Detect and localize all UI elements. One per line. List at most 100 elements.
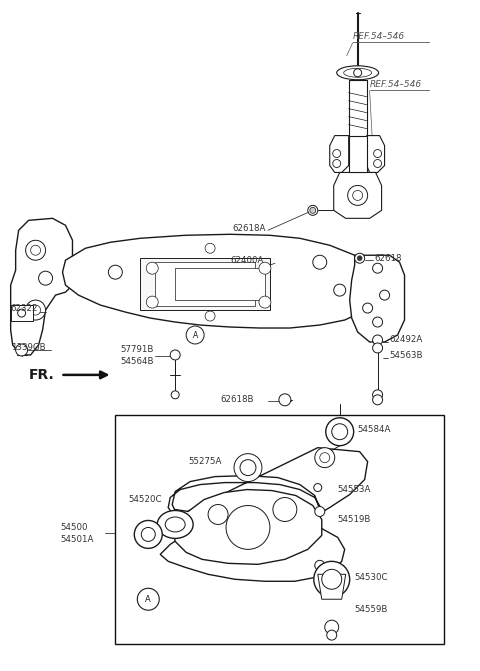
Text: 54553A: 54553A <box>338 485 371 494</box>
Circle shape <box>31 305 41 315</box>
Circle shape <box>31 246 41 255</box>
Circle shape <box>146 262 158 274</box>
Polygon shape <box>334 172 382 218</box>
Circle shape <box>372 263 383 273</box>
Ellipse shape <box>165 517 185 532</box>
Text: 54584A: 54584A <box>358 425 391 434</box>
Circle shape <box>171 391 179 399</box>
Circle shape <box>134 521 162 548</box>
Circle shape <box>25 300 46 320</box>
Text: 57791B: 57791B <box>120 346 154 354</box>
Text: 54564B: 54564B <box>120 358 154 366</box>
Circle shape <box>137 588 159 610</box>
Circle shape <box>16 344 28 356</box>
Bar <box>115 415 444 644</box>
Circle shape <box>372 390 383 400</box>
Circle shape <box>38 271 52 285</box>
Text: 54519B: 54519B <box>338 515 371 524</box>
Circle shape <box>205 244 215 253</box>
Text: 54520C: 54520C <box>128 495 162 504</box>
Text: REF.54–546: REF.54–546 <box>353 32 405 41</box>
Circle shape <box>279 394 291 406</box>
Text: 62492A: 62492A <box>390 336 423 344</box>
Ellipse shape <box>157 511 193 538</box>
Polygon shape <box>160 521 345 581</box>
Circle shape <box>348 185 368 205</box>
Text: 54559B: 54559B <box>355 605 388 614</box>
Polygon shape <box>318 574 346 599</box>
Circle shape <box>18 309 25 317</box>
Circle shape <box>234 454 262 482</box>
Circle shape <box>313 255 327 269</box>
Text: 62618B: 62618B <box>220 395 253 405</box>
Text: 62618A: 62618A <box>232 224 265 233</box>
Text: 62322: 62322 <box>11 303 38 313</box>
Text: 54501A: 54501A <box>60 535 94 544</box>
Circle shape <box>315 507 325 517</box>
Circle shape <box>25 240 46 260</box>
Polygon shape <box>350 255 405 342</box>
Circle shape <box>332 424 348 440</box>
Circle shape <box>334 284 346 296</box>
Polygon shape <box>62 234 374 328</box>
Circle shape <box>372 343 383 353</box>
Circle shape <box>108 265 122 279</box>
Text: 62618: 62618 <box>374 254 402 263</box>
Bar <box>175 268 265 300</box>
Circle shape <box>373 160 382 168</box>
Circle shape <box>372 317 383 327</box>
Circle shape <box>315 560 325 570</box>
Circle shape <box>327 630 336 640</box>
Text: 1339GB: 1339GB <box>11 344 45 352</box>
Polygon shape <box>155 262 255 306</box>
Circle shape <box>240 460 256 476</box>
Circle shape <box>363 303 372 313</box>
Circle shape <box>355 253 365 263</box>
Text: 55275A: 55275A <box>188 457 222 466</box>
Circle shape <box>141 527 155 541</box>
Circle shape <box>259 262 271 274</box>
Circle shape <box>310 207 316 213</box>
Circle shape <box>314 562 350 597</box>
Bar <box>11 305 33 321</box>
Circle shape <box>186 326 204 344</box>
Circle shape <box>353 191 363 201</box>
Circle shape <box>372 335 383 345</box>
Circle shape <box>380 290 390 300</box>
Circle shape <box>333 160 341 168</box>
Circle shape <box>314 484 322 492</box>
Text: A: A <box>192 331 198 340</box>
Ellipse shape <box>336 66 379 80</box>
Circle shape <box>208 505 228 525</box>
Circle shape <box>326 418 354 446</box>
Polygon shape <box>168 448 368 546</box>
Circle shape <box>373 150 382 158</box>
Circle shape <box>146 296 158 308</box>
Text: 54500: 54500 <box>60 523 88 532</box>
Circle shape <box>170 350 180 360</box>
Polygon shape <box>367 136 384 172</box>
Polygon shape <box>140 258 270 310</box>
Circle shape <box>273 497 297 521</box>
Circle shape <box>205 311 215 321</box>
Ellipse shape <box>344 68 372 77</box>
Circle shape <box>320 453 330 462</box>
Circle shape <box>372 395 383 405</box>
Circle shape <box>325 620 339 634</box>
Text: A: A <box>145 595 151 604</box>
Polygon shape <box>330 136 348 172</box>
Circle shape <box>354 68 361 76</box>
Text: 54563B: 54563B <box>390 352 423 360</box>
Circle shape <box>357 256 362 261</box>
Bar <box>348 136 367 172</box>
Circle shape <box>226 505 270 550</box>
Circle shape <box>259 296 271 308</box>
Circle shape <box>322 569 342 589</box>
Text: 54530C: 54530C <box>355 573 388 582</box>
Circle shape <box>333 150 341 158</box>
Polygon shape <box>11 218 72 355</box>
Circle shape <box>315 448 335 468</box>
Text: 62400A: 62400A <box>230 256 264 265</box>
Polygon shape <box>172 490 322 564</box>
Circle shape <box>308 205 318 215</box>
